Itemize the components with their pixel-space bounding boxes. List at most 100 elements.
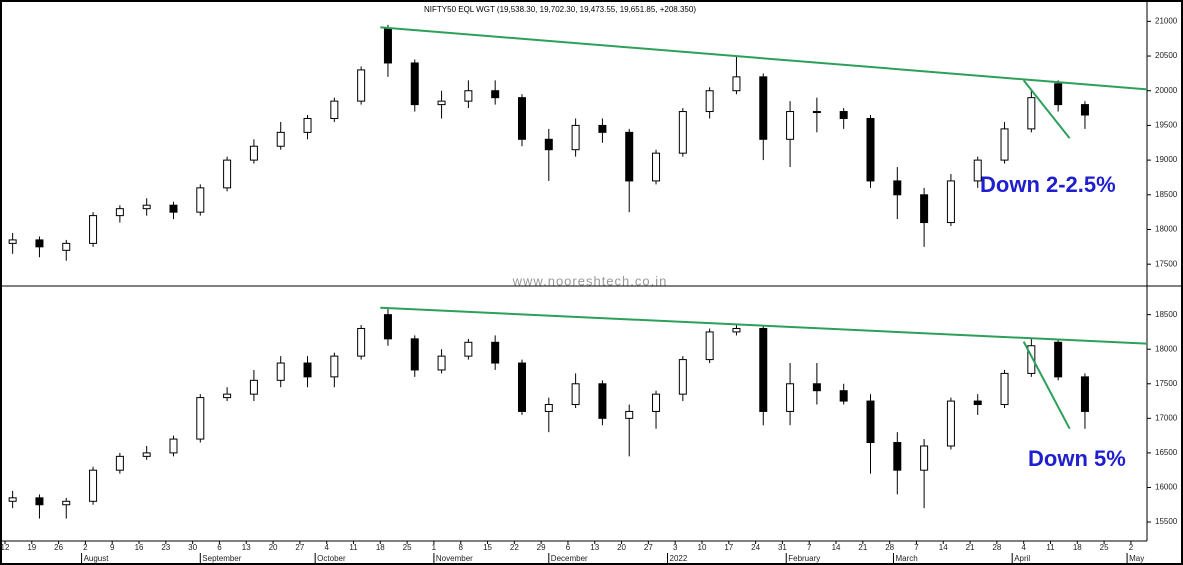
candle-body (625, 410, 634, 419)
x-tick-label: 4 (1021, 543, 1026, 552)
x-tick-label: 25 (1100, 543, 1109, 552)
x-tick-label: 30 (188, 543, 197, 552)
candle-body (759, 76, 768, 140)
candle-body (169, 438, 178, 454)
y-tick-label: 18000 (1155, 344, 1178, 353)
candle-body (866, 117, 875, 182)
x-tick-label: 10 (698, 543, 707, 552)
candle-body (410, 338, 419, 371)
candle-body (705, 90, 714, 113)
y-tick-label: 17500 (1155, 379, 1178, 388)
month-label: September (202, 554, 241, 563)
trendline (380, 26, 1148, 91)
candle-body (303, 362, 312, 378)
candle-body (652, 393, 661, 412)
x-tick-label: 13 (242, 543, 251, 552)
y-tick-label: 19500 (1155, 121, 1178, 130)
x-tick-label: 16 (135, 543, 144, 552)
month-label: 2022 (670, 554, 688, 563)
candle-body (893, 442, 902, 471)
month-label: March (895, 554, 917, 563)
y-tick-label: 17000 (1155, 413, 1178, 422)
y-tick-label: 18500 (1155, 190, 1178, 199)
candle-body (839, 111, 848, 119)
candle-body (544, 138, 553, 151)
candle-body (464, 90, 473, 102)
candle-body (223, 159, 232, 189)
candle-body (571, 383, 580, 406)
month-label: December (551, 554, 588, 563)
candle-body (437, 355, 446, 371)
candle-body (678, 359, 687, 395)
candle-body (35, 497, 44, 506)
x-tick-label: 29 (537, 543, 546, 552)
x-tick-label: 25 (403, 543, 412, 552)
x-tick-label: 4 (324, 543, 329, 552)
candle-body (142, 204, 151, 210)
candle-body (544, 404, 553, 412)
x-tick-label: 28 (885, 543, 894, 552)
x-tick-label: 31 (778, 543, 787, 552)
month-label: August (84, 554, 110, 563)
annotation: Down 5% (1028, 446, 1126, 471)
candle-body (89, 469, 98, 502)
candle-body (1054, 83, 1063, 106)
y-tick-label: 18000 (1155, 225, 1178, 234)
x-tick-label: 6 (566, 543, 571, 552)
candle-body (946, 400, 955, 447)
x-tick-label: 18 (376, 543, 385, 552)
y-tick-label: 15500 (1155, 517, 1178, 526)
candle-body (732, 76, 741, 92)
x-tick-label: 7 (807, 543, 812, 552)
x-tick-label: 27 (644, 543, 653, 552)
y-tick-label: 20500 (1155, 51, 1178, 60)
x-tick-label: 8 (458, 543, 463, 552)
chart-title: NIFTY50 EQL WGT (19,538.30, 19,702.30, 1… (424, 5, 696, 14)
candle-body (920, 445, 929, 471)
trendline (1022, 341, 1071, 430)
candle-body (491, 341, 500, 364)
candle-body (383, 27, 392, 64)
candle-body (598, 383, 607, 419)
y-tick-label: 16500 (1155, 448, 1178, 457)
trendline (1022, 79, 1071, 139)
candle-body (705, 331, 714, 361)
month-label: February (788, 554, 820, 563)
candle-body (1054, 341, 1063, 378)
y-tick-label: 17500 (1155, 259, 1178, 268)
trendline (380, 306, 1148, 345)
candle-body (330, 100, 339, 119)
candle-body (330, 355, 339, 378)
y-tick-label: 19000 (1155, 155, 1178, 164)
candle-body (732, 327, 741, 333)
candle-body (196, 187, 205, 213)
candle-body (652, 152, 661, 182)
x-tick-label: 1 (432, 543, 437, 552)
candle-body (812, 111, 821, 114)
x-tick-label: 17 (724, 543, 733, 552)
candle-body (786, 383, 795, 412)
x-tick-label: 20 (617, 543, 626, 552)
candle-body (598, 124, 607, 133)
x-tick-label: 14 (832, 543, 841, 552)
y-tick-label: 18500 (1155, 310, 1178, 319)
x-tick-label: 14 (939, 543, 948, 552)
x-tick-label: 11 (1046, 543, 1055, 552)
x-tick-label: 21 (966, 543, 975, 552)
candle-body (115, 208, 124, 217)
candle-body (62, 500, 71, 506)
candle-body (786, 111, 795, 140)
candle-body (383, 314, 392, 340)
candle-body (357, 69, 366, 102)
candle-body (866, 400, 875, 444)
candle-body (89, 215, 98, 244)
x-tick-label: 20 (269, 543, 278, 552)
candle-body (276, 131, 285, 147)
x-tick-label: 26 (54, 543, 63, 552)
candle-body (812, 383, 821, 392)
candle-body (8, 239, 17, 244)
candle-body (62, 242, 71, 251)
candle-body (357, 327, 366, 357)
candle-body (920, 194, 929, 224)
candle-body (839, 390, 848, 402)
